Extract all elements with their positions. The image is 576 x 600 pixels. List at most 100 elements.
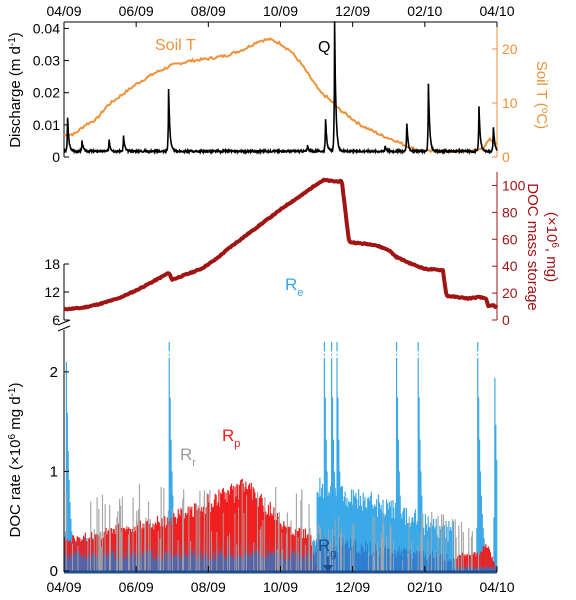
rp-bar xyxy=(190,509,192,571)
rr-bar xyxy=(451,518,454,571)
rp-bar xyxy=(484,547,486,571)
rp-bar xyxy=(477,552,479,571)
re-dark-bar xyxy=(193,550,195,571)
re-dark-bar xyxy=(349,548,351,571)
re-dark-bar xyxy=(68,556,70,571)
rp-bar xyxy=(156,515,159,571)
re-dark-bar xyxy=(273,553,275,571)
rr-bar xyxy=(300,500,302,571)
rp-bar xyxy=(245,481,247,571)
re-dark-bar xyxy=(323,534,325,571)
re-dark-bar xyxy=(364,551,366,571)
re-dark-bar xyxy=(443,560,445,571)
re-dark-bar xyxy=(336,552,338,571)
rg-label-r: R xyxy=(318,536,330,555)
rp-bar xyxy=(208,502,210,571)
rp-bar xyxy=(131,529,133,571)
soil-t-axis-label-main: Soil T ( xyxy=(533,61,550,108)
rp-bar xyxy=(213,499,215,571)
re-dark-bar xyxy=(385,545,387,571)
doc-rate-axis-label-end2: ) xyxy=(7,383,24,388)
re-bar xyxy=(376,499,378,571)
re-dark-bar xyxy=(347,540,349,571)
rp-bar xyxy=(155,522,157,571)
re-dark-bar xyxy=(254,551,256,571)
re-bar xyxy=(494,377,496,571)
rr-bar xyxy=(462,531,464,571)
re-dark-bar xyxy=(423,557,426,571)
re-dark-bar xyxy=(484,567,486,571)
rp-bar xyxy=(310,535,312,571)
re-bar xyxy=(426,530,428,571)
re-dark-bar xyxy=(435,552,437,571)
re-bar xyxy=(428,526,430,571)
re-dark-bar xyxy=(200,559,202,571)
top-x-tick-label: 10/09 xyxy=(263,3,298,19)
re-dark-bar xyxy=(361,545,363,571)
re-dark-bar xyxy=(283,553,285,571)
rp-bar xyxy=(271,515,273,571)
re-bar xyxy=(362,492,364,571)
re-bar xyxy=(409,526,411,571)
rr-bar xyxy=(169,525,171,571)
re-dark-bar xyxy=(398,545,400,571)
re-dark-bar xyxy=(210,559,212,571)
re-bar xyxy=(420,471,422,571)
rp-bar xyxy=(227,489,229,571)
rr-bar xyxy=(109,504,111,571)
re-dark-bar xyxy=(267,552,270,571)
re-bar xyxy=(386,503,389,571)
re-dark-bar xyxy=(217,556,219,571)
re-bar xyxy=(375,506,377,571)
rr-bar xyxy=(471,531,473,571)
re-dark-bar xyxy=(394,549,396,571)
re-dark-bar xyxy=(459,567,461,571)
re-bar xyxy=(424,514,427,571)
re-dark-bar xyxy=(158,556,160,571)
rp-bar xyxy=(488,549,491,571)
rp-bar xyxy=(152,523,154,571)
re-dark-bar xyxy=(312,554,315,571)
re-dark-bar xyxy=(318,534,320,571)
rp-bar xyxy=(151,527,153,571)
re-dark-bar xyxy=(370,555,372,571)
re-dark-bar xyxy=(255,554,257,571)
re-bar xyxy=(330,485,332,571)
bottom-x-tick-label: 04/10 xyxy=(479,579,514,595)
rp-bar xyxy=(220,492,222,571)
rr-label-r: R xyxy=(180,445,192,464)
re-dark-bar xyxy=(447,561,449,571)
rr-bar xyxy=(99,533,101,571)
re-dark-bar xyxy=(302,555,304,571)
rp-bar xyxy=(282,526,284,571)
middle-right-y-ticks: 0 20 40 60 80 100 xyxy=(492,177,526,328)
re-dark-bar xyxy=(441,554,444,571)
rp-bar xyxy=(194,503,196,571)
re-dark-bar xyxy=(146,550,149,571)
re-label: Re xyxy=(285,275,303,299)
re-bar xyxy=(478,439,481,571)
re-dark-bar xyxy=(224,558,226,571)
re-dark-bar xyxy=(141,552,143,571)
re-dark-bar xyxy=(305,559,307,571)
re-dark-bar xyxy=(248,557,250,571)
re-dark-bar xyxy=(115,560,117,571)
re-dark-bar xyxy=(285,559,287,571)
re-dark-bar xyxy=(91,553,94,571)
rp-bar xyxy=(479,551,482,571)
re-dark-bar xyxy=(337,552,339,571)
rp-bar xyxy=(73,535,75,571)
re-dark-bar xyxy=(436,557,438,571)
re-dark-bar xyxy=(266,550,268,571)
rp-bar xyxy=(97,535,99,571)
rr-bar xyxy=(309,527,311,571)
rp-bar xyxy=(225,492,227,571)
rr-bar xyxy=(434,550,436,571)
rp-bar xyxy=(303,538,306,571)
rp-bar xyxy=(460,555,462,571)
re-dark-bar xyxy=(306,551,308,571)
re-bar xyxy=(366,508,368,571)
re-bar xyxy=(331,342,333,571)
rp-bar xyxy=(68,541,70,571)
rp-bar xyxy=(83,537,86,571)
